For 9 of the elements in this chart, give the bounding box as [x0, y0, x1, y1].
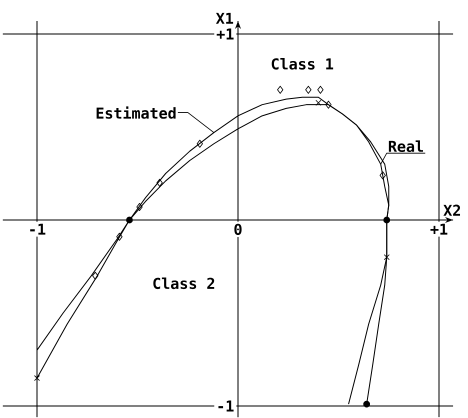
y-axis-title: X1 [216, 12, 234, 24]
annotation: Class 1 [272, 58, 334, 70]
legend-label: Estimated [96, 106, 176, 119]
series-label: Real [388, 140, 424, 152]
x-axis-title: X2 [443, 204, 460, 216]
x-tick-label: +1 [430, 224, 448, 235]
x-tick-label: 0 [234, 224, 242, 236]
annotation: Class 2 [153, 277, 214, 290]
x-tick-label: -1 [30, 224, 46, 235]
